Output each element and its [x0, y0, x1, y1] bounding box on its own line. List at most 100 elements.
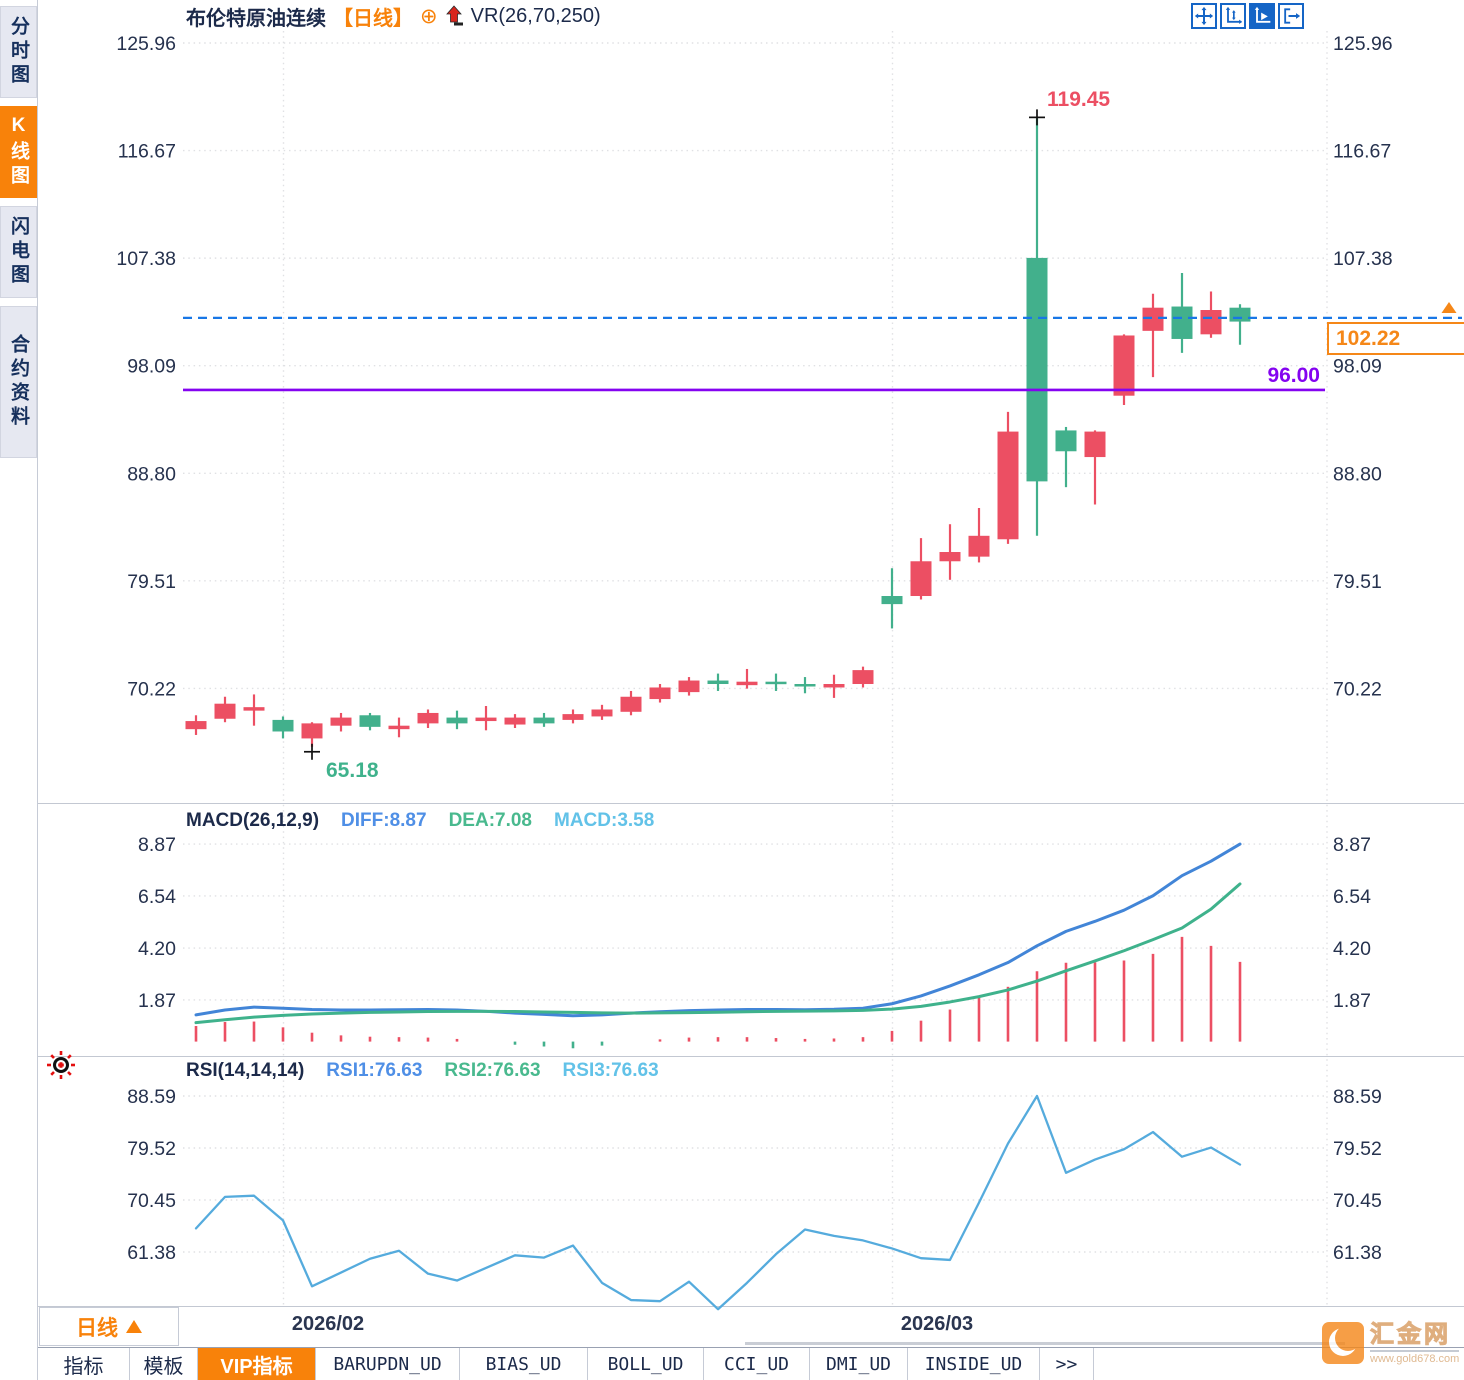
chart-title-row: 布伦特原油连续 【日线】 ⊕ VR(26,70,250) [186, 2, 601, 30]
sidebar-item-1[interactable]: K线图 [0, 106, 37, 198]
extreme-cross-marker [1029, 109, 1045, 126]
candle [823, 674, 845, 698]
period-tag: 【日线】 [333, 7, 413, 30]
indicator-tab-1[interactable]: 模板 [130, 1348, 198, 1380]
tabbar-more-button[interactable]: >> [1040, 1348, 1094, 1380]
y-axis-label: 4.20 [138, 938, 176, 960]
y-axis-label: 70.45 [1333, 1190, 1382, 1212]
candle [1055, 426, 1077, 488]
candle [272, 716, 294, 739]
y-axis-label: 79.51 [127, 571, 176, 593]
candle [504, 714, 526, 729]
sidebar-item-0[interactable]: 分时图 [0, 6, 37, 98]
macd-hist-value: MACD:3.58 [554, 810, 655, 831]
candle [301, 722, 323, 747]
candle [939, 524, 961, 580]
candle [1084, 430, 1106, 505]
period-selector-label: 日线 [76, 1316, 118, 1340]
candle [1229, 304, 1251, 345]
axis-play-button[interactable] [1249, 3, 1275, 29]
hline-price-label: 96.00 [1267, 363, 1320, 387]
tabbar-scrollbar[interactable] [745, 1342, 1345, 1345]
symbol-name: 布伦特原油连续 [186, 7, 326, 30]
y-axis-label: 107.38 [1333, 248, 1393, 270]
y-axis-label: 70.22 [1333, 678, 1382, 700]
candle [1200, 291, 1222, 338]
rsi-line [194, 1094, 1242, 1311]
y-axis-label: 1.87 [138, 990, 176, 1012]
candle [794, 677, 816, 694]
x-axis-label-feb: 2026/02 [291, 1313, 365, 1335]
candle [1171, 272, 1193, 353]
chevron-up-icon [126, 1320, 142, 1333]
add-indicator-icon[interactable]: ⊕ [420, 4, 438, 28]
macd-dea-value: DEA:7.08 [448, 810, 532, 831]
y-axis-label: 116.67 [1333, 141, 1391, 163]
macd-dea-line [194, 882, 1242, 1025]
axis-scale-button[interactable] [1220, 3, 1246, 29]
y-axis-label: 6.54 [138, 886, 176, 908]
y-axis-label: 125.96 [1333, 33, 1393, 55]
indicator-tabbar: 指标 模板 VIP指标 BARUPDN_UD BIAS_UD BOLL_UD CCI_UD D… [38, 1347, 1464, 1380]
sidebar-item-3[interactable]: 合约资料 [0, 306, 37, 458]
pan-crosshair-button[interactable] [1191, 3, 1217, 29]
last-price-badge: 102.22 [1327, 322, 1464, 355]
sidebar-item-2[interactable]: 闪电图 [0, 206, 37, 298]
period-selector[interactable]: 日线 [39, 1307, 179, 1346]
y-axis-label: 1.87 [1333, 990, 1371, 1012]
site-name: 汇金网 [1369, 1321, 1451, 1348]
indicator-tab-5[interactable]: BOLL_UD [588, 1348, 704, 1380]
indicator-tab-7[interactable]: DMI_UD [810, 1348, 908, 1380]
indicator-tab-0[interactable]: 指标 [38, 1348, 130, 1380]
chart-toolbar [1191, 3, 1304, 29]
candle [910, 538, 932, 600]
candle [881, 568, 903, 629]
indicator-tab-8[interactable]: INSIDE_UD [908, 1348, 1040, 1380]
y-axis-label: 8.87 [1333, 834, 1371, 856]
exit-right-button[interactable] [1278, 3, 1304, 29]
y-axis-label: 70.22 [127, 678, 176, 700]
candle [736, 668, 758, 689]
indicator-tab-3[interactable]: BARUPDN_UD [316, 1348, 460, 1380]
low-price-label: 65.18 [326, 758, 379, 782]
y-axis-label: 61.38 [1333, 1242, 1382, 1264]
candle [1026, 118, 1048, 536]
candle [649, 684, 671, 703]
indicator-tab-6[interactable]: CCI_UD [704, 1348, 810, 1380]
alert-sun-icon [44, 1048, 78, 1087]
macd-title: MACD(26,12,9) [186, 810, 320, 831]
x-axis-label-mar: 2026/03 [900, 1313, 974, 1335]
y-axis-label: 8.87 [138, 834, 176, 856]
y-axis-label: 70.45 [127, 1190, 176, 1212]
rsi1-value: RSI1:76.63 [326, 1060, 423, 1081]
rsi2-value: RSI2:76.63 [444, 1060, 541, 1081]
candle [243, 694, 265, 726]
macd-diff-value: DIFF:8.87 [341, 810, 427, 831]
candle [852, 666, 874, 688]
site-logo [1322, 1322, 1364, 1364]
y-axis-label: 107.38 [116, 248, 176, 270]
indicator-tab-4[interactable]: BIAS_UD [460, 1348, 588, 1380]
macd-header: MACD(26,12,9) DIFF:8.87 DEA:7.08 MACD:3.… [186, 810, 654, 832]
candle [968, 508, 990, 563]
y-axis-label: 79.52 [1333, 1138, 1382, 1160]
site-url: www.gold678.com [1370, 1350, 1460, 1365]
indicator-tab-2[interactable]: VIP指标 [198, 1348, 316, 1380]
candle [359, 712, 381, 731]
candle [417, 709, 439, 729]
y-axis-label: 88.80 [127, 463, 176, 485]
y-axis-label: 61.38 [127, 1242, 176, 1264]
y-axis-label: 6.54 [1333, 886, 1371, 908]
pump-arrow-icon [445, 5, 463, 26]
left-sidebar: 分时图 K线图闪电图合约资料 [0, 0, 38, 1380]
candle [1113, 334, 1135, 405]
high-price-label: 119.45 [1047, 88, 1111, 112]
y-axis-label: 88.80 [1333, 463, 1382, 485]
y-axis-label: 4.20 [1333, 938, 1371, 960]
rsi-header: RSI(14,14,14) RSI1:76.63 RSI2:76.63 RSI3… [186, 1060, 659, 1082]
rsi3-value: RSI3:76.63 [562, 1060, 659, 1081]
y-axis-label: 79.51 [1333, 571, 1382, 593]
candle [562, 709, 584, 724]
